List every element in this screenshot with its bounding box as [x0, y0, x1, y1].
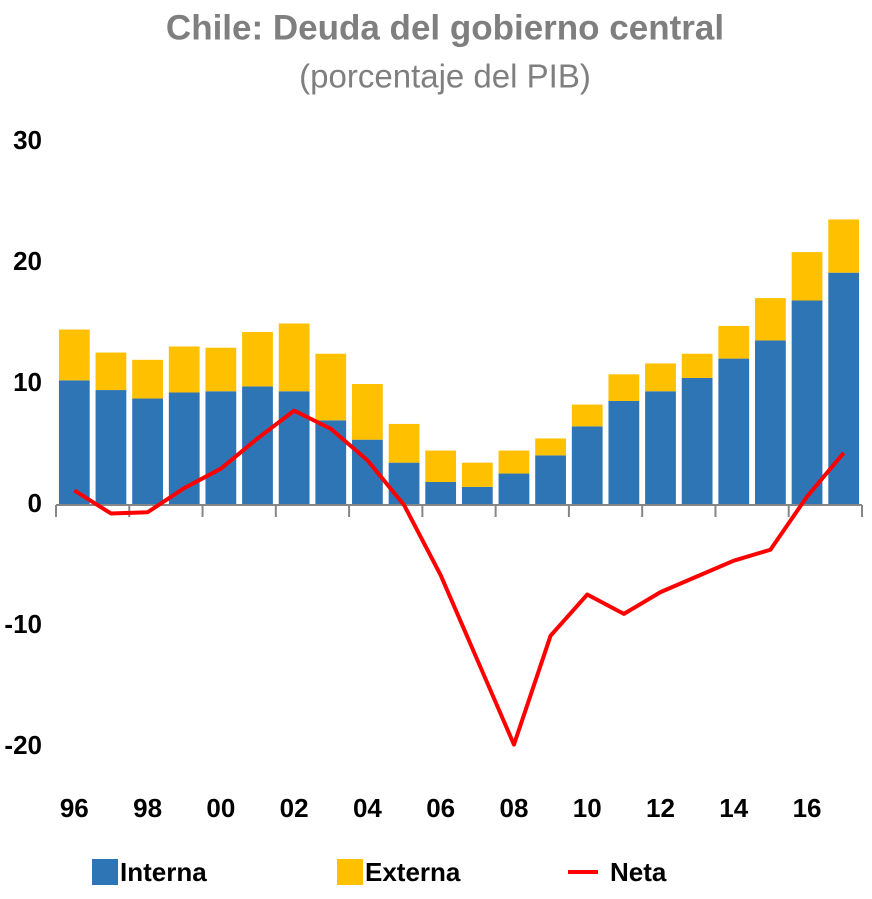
bar: [608, 374, 640, 401]
bar: [791, 300, 823, 505]
x-tick-label: 12: [646, 793, 675, 823]
legend-label: Interna: [120, 857, 207, 887]
bar: [132, 398, 163, 505]
y-tick-label: 0: [28, 488, 42, 518]
legend-label: Externa: [365, 857, 461, 887]
bar: [645, 363, 676, 392]
bar: [645, 391, 676, 505]
bar: [461, 486, 493, 505]
x-tick-label: 02: [280, 793, 309, 823]
bar: [168, 346, 200, 393]
x-tick-label: 10: [573, 793, 602, 823]
y-tick-label: 30: [13, 125, 42, 155]
bar: [828, 219, 860, 273]
bar: [278, 391, 310, 505]
line: [73, 408, 846, 747]
bar: [681, 377, 713, 505]
bar: [498, 450, 530, 474]
bar: [791, 252, 823, 301]
bar: [95, 352, 127, 391]
bar: [58, 329, 90, 381]
bar: [461, 462, 493, 487]
bar: [352, 384, 383, 440]
y-tick-label: 10: [13, 367, 42, 397]
y-tick-label: -20: [4, 730, 42, 760]
bar: [388, 462, 420, 505]
bar: [205, 391, 237, 505]
bar: [132, 359, 163, 399]
x-tick-label: 08: [499, 793, 528, 823]
bar: [718, 325, 750, 359]
bar: [571, 426, 603, 505]
legend-label: Neta: [610, 857, 667, 887]
bar: [425, 450, 457, 483]
x-tick-label: 98: [133, 793, 162, 823]
bar: [571, 404, 603, 427]
bar: [95, 390, 127, 505]
bar: [315, 353, 347, 421]
bar: [242, 331, 273, 387]
bar: [425, 482, 457, 505]
x-tick-label: 06: [426, 793, 455, 823]
bar: [755, 340, 786, 505]
y-tick-label: -10: [4, 609, 42, 639]
bar: [608, 400, 640, 505]
bar: [535, 438, 566, 456]
chart-subtitle: (porcentaje del PIB): [299, 58, 591, 95]
bar: [315, 420, 347, 505]
legend-swatch: [92, 859, 118, 885]
y-tick-label: 20: [13, 246, 42, 276]
bar: [681, 353, 713, 378]
bar: [535, 455, 566, 505]
x-tick-label: 14: [719, 793, 748, 823]
bar: [755, 298, 786, 341]
x-tick-label: 16: [793, 793, 822, 823]
bar: [58, 380, 90, 505]
bar: [498, 473, 530, 505]
x-tick-label: 04: [353, 793, 382, 823]
bar: [278, 323, 310, 392]
bar: [388, 423, 420, 463]
bar: [205, 347, 237, 392]
x-tick-label: 00: [206, 793, 235, 823]
legend-swatch: [337, 859, 363, 885]
chart-title: Chile: Deuda del gobierno central: [166, 8, 724, 47]
bar: [718, 358, 750, 505]
x-tick-label: 96: [60, 793, 89, 823]
bar: [828, 272, 860, 505]
